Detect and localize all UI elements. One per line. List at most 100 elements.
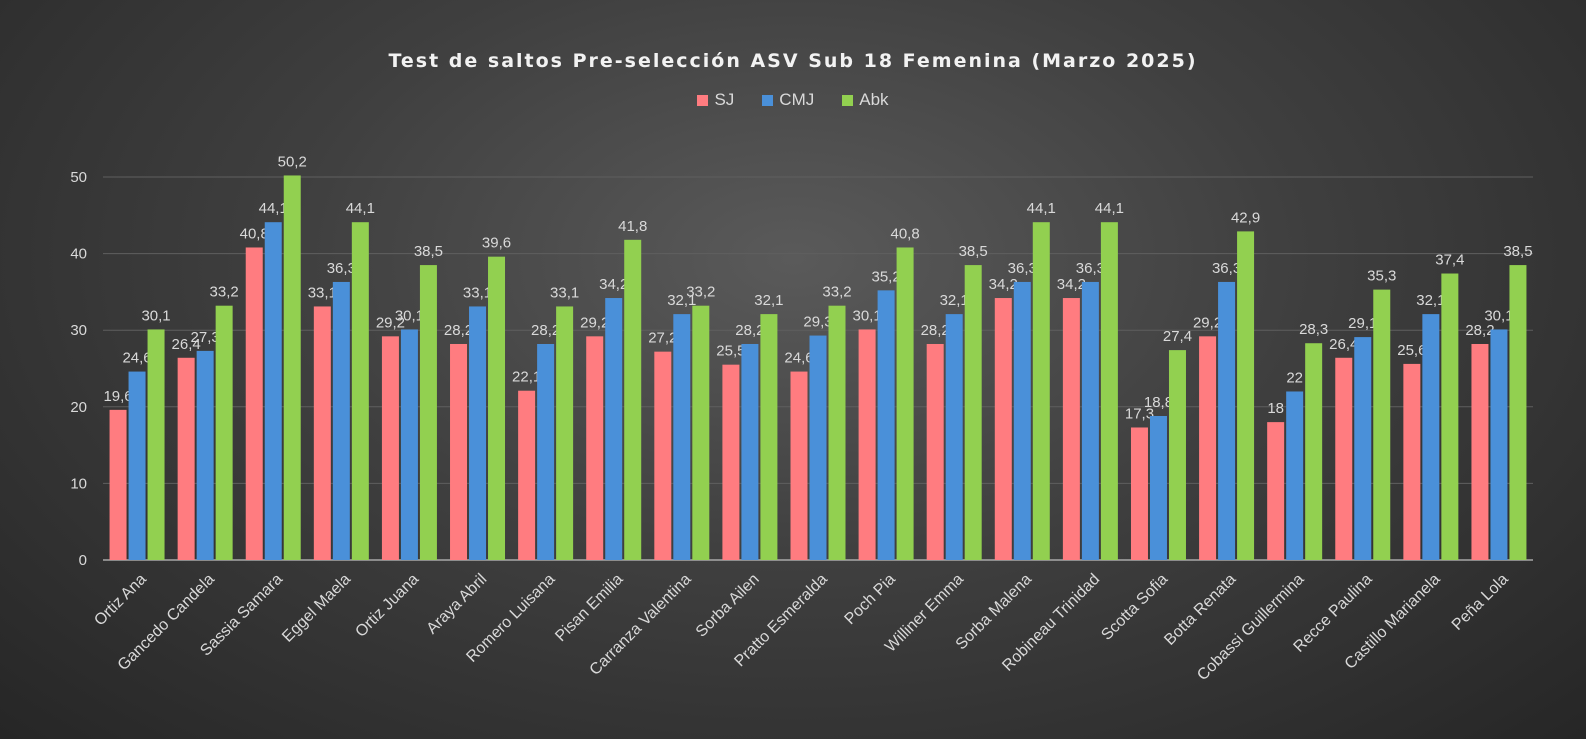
legend-swatch-abk — [842, 94, 854, 106]
bar-sj — [313, 306, 331, 560]
x-category-label: Ortiz Juana — [352, 571, 422, 641]
data-label-abk: 33,2 — [210, 284, 239, 301]
bar-sj — [1130, 427, 1148, 560]
bar-cmj — [469, 306, 487, 560]
data-label-sj: 26,4 — [1329, 336, 1358, 353]
bar-abk — [1509, 265, 1527, 560]
y-tick-label: 40 — [70, 246, 87, 263]
bar-abk — [1441, 273, 1459, 560]
data-label-cmj: 34,2 — [599, 276, 628, 293]
bar-sj — [109, 409, 127, 560]
bar-abk — [556, 306, 574, 560]
bar-sj — [381, 336, 399, 560]
data-label-abk: 33,2 — [822, 284, 851, 301]
bar-cmj — [877, 290, 895, 560]
data-label-sj: 29,2 — [1193, 314, 1222, 331]
bar-sj — [450, 343, 468, 560]
bar-sj — [1062, 298, 1080, 560]
data-label-abk: 44,1 — [346, 200, 375, 217]
bar-cmj — [809, 335, 827, 560]
bar-cmj — [1490, 329, 1508, 560]
data-label-sj: 22,1 — [512, 369, 541, 386]
data-label-abk: 27,4 — [1163, 328, 1192, 345]
data-label-sj: 29,2 — [580, 314, 609, 331]
y-tick-label: 50 — [70, 169, 87, 186]
bar-cmj — [605, 298, 623, 560]
data-label-sj: 28,2 — [1465, 322, 1494, 339]
data-label-cmj: 36,3 — [1008, 260, 1037, 277]
bar-abk — [419, 265, 437, 560]
data-label-abk: 44,1 — [1027, 200, 1056, 217]
bar-abk — [1373, 289, 1391, 560]
data-label-abk: 28,3 — [1299, 321, 1328, 338]
chart-title: Test de saltos Pre-selección ASV Sub 18 … — [388, 50, 1198, 72]
legend-label-sj: SJ — [714, 90, 735, 109]
data-label-cmj: 44,1 — [259, 200, 288, 217]
data-label-sj: 34,2 — [1057, 276, 1086, 293]
data-label-cmj: 29,3 — [803, 314, 832, 331]
data-label-abk: 33,1 — [550, 284, 579, 301]
data-label-cmj: 36,3 — [1076, 260, 1105, 277]
bar-cmj — [741, 343, 759, 560]
x-category-label: Araya Abril — [424, 571, 491, 638]
data-label-abk: 35,3 — [1367, 268, 1396, 285]
bar-abk — [624, 239, 642, 560]
bar-sj — [245, 247, 263, 561]
data-label-cmj: 22 — [1286, 369, 1303, 386]
bar-cmj — [400, 329, 418, 560]
bar-abk — [1168, 350, 1186, 560]
data-label-cmj: 28,2 — [735, 322, 764, 339]
bar-cmj — [1422, 314, 1440, 560]
data-label-sj: 34,2 — [989, 276, 1018, 293]
x-category-label: Pisan Emilia — [552, 571, 626, 645]
x-category-label: Eggel Maela — [279, 571, 354, 646]
bar-cmj — [264, 222, 282, 560]
bar-cmj — [196, 350, 214, 560]
data-label-cmj: 32,1 — [940, 292, 969, 309]
bar-cmj — [1013, 281, 1031, 560]
bar-sj — [1267, 422, 1285, 560]
bar-sj — [518, 390, 536, 560]
bar-sj — [994, 298, 1012, 560]
data-label-sj: 29,2 — [376, 314, 405, 331]
x-category-label: Poch Pia — [842, 571, 899, 628]
legend-label-cmj: CMJ — [779, 90, 815, 109]
y-tick-label: 30 — [70, 322, 87, 339]
bar-sj — [177, 357, 195, 560]
bar-abk — [1032, 222, 1050, 560]
bar-sj — [926, 343, 944, 560]
bar-abk — [147, 329, 165, 560]
data-label-sj: 25,6 — [1397, 342, 1426, 359]
data-label-abk: 44,1 — [1095, 200, 1124, 217]
x-category-label: Scotta Sofia — [1098, 571, 1171, 644]
x-category-label: Sorba Ailen — [693, 571, 763, 641]
bar-cmj — [1149, 415, 1167, 560]
bar-sj — [790, 371, 808, 560]
data-label-abk: 30,1 — [141, 307, 170, 324]
bar-sj — [1335, 357, 1353, 560]
data-label-sj: 28,2 — [921, 322, 950, 339]
bar-cmj — [537, 343, 555, 560]
bar-cmj — [1354, 337, 1372, 560]
bar-cmj — [332, 281, 350, 560]
data-label-cmj: 24,6 — [122, 350, 151, 367]
data-label-abk: 38,5 — [414, 243, 443, 260]
bar-cmj — [673, 314, 691, 560]
bar-cmj — [1081, 281, 1099, 560]
x-category-label: Peña Lola — [1449, 571, 1512, 634]
bar-abk — [1100, 222, 1118, 560]
data-label-sj: 28,2 — [444, 322, 473, 339]
legend-swatch-sj — [697, 94, 709, 106]
bar-sj — [586, 336, 604, 560]
bar-sj — [1471, 343, 1489, 560]
legend-item-cmj: CMJ — [762, 90, 814, 110]
y-tick-label: 20 — [70, 399, 87, 416]
data-label-abk: 38,5 — [1503, 243, 1532, 260]
bar-abk — [964, 265, 982, 560]
bar-abk — [896, 247, 914, 561]
data-label-sj: 27,2 — [648, 330, 677, 347]
chart-legend: SJ CMJ Abk — [0, 90, 1586, 110]
bar-sj — [654, 351, 672, 560]
bar-abk — [760, 314, 778, 560]
